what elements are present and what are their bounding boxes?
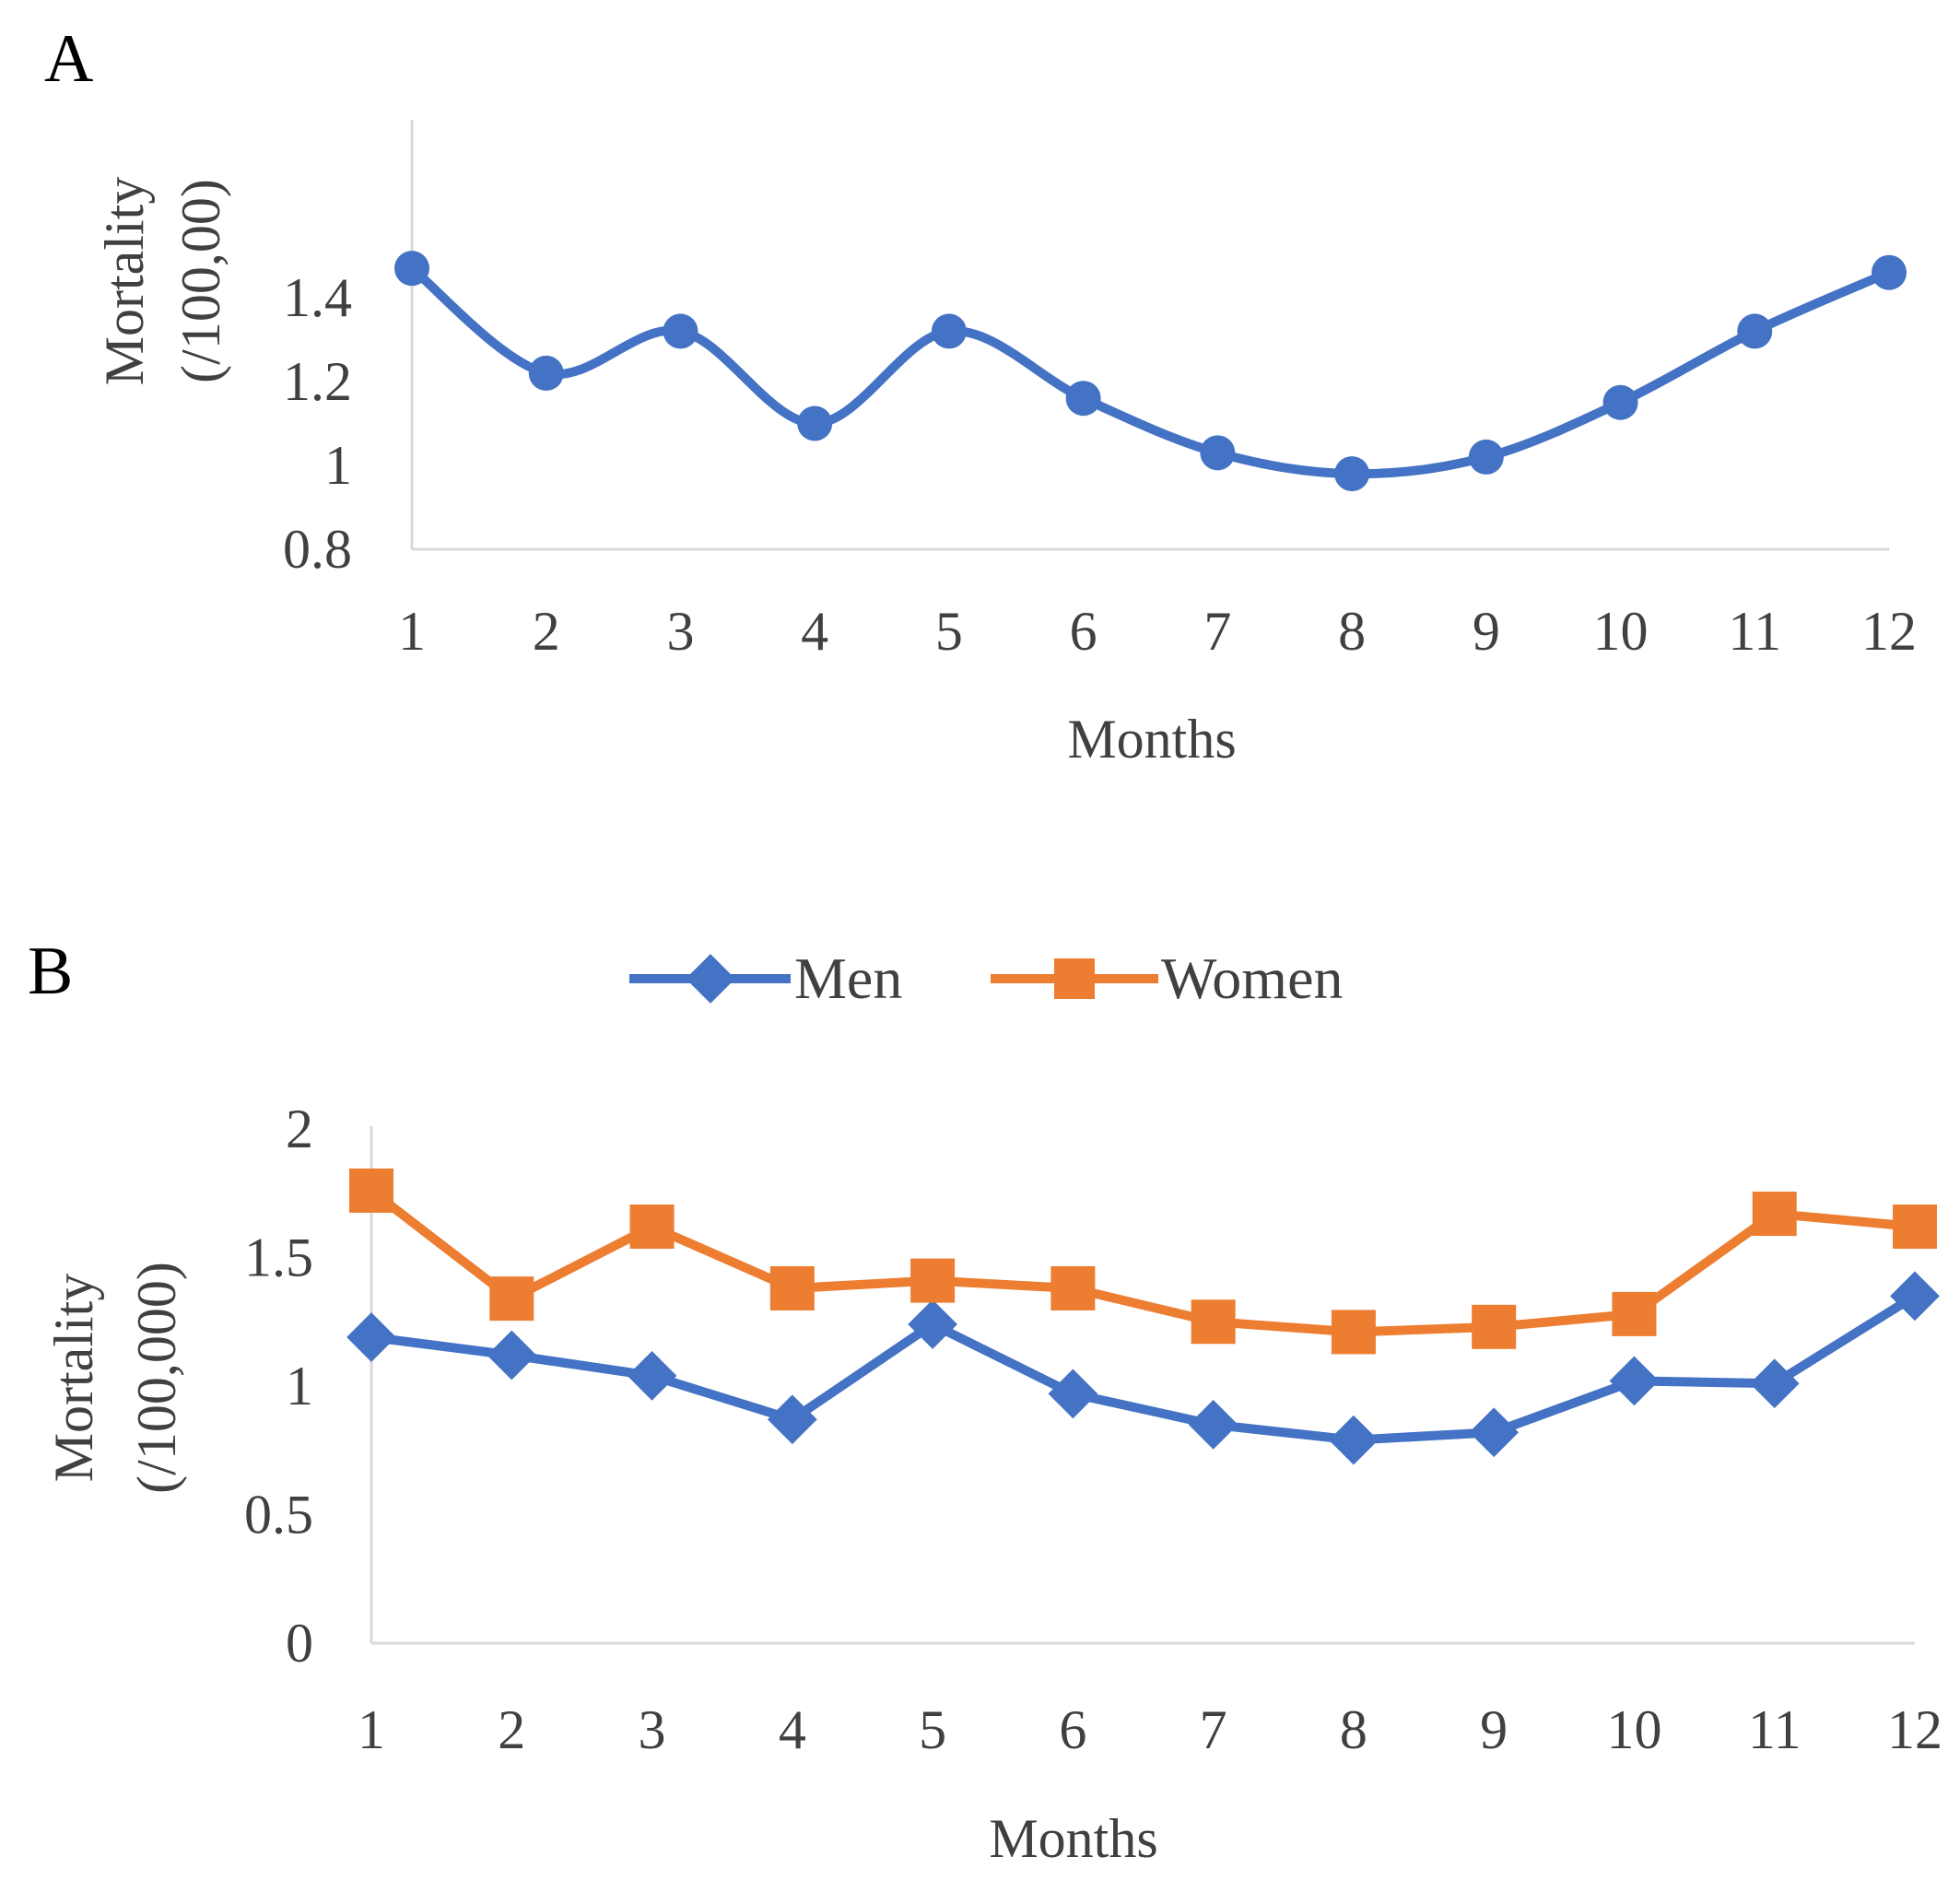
panel-a-y-axis-title-line1: Mortality <box>94 177 155 386</box>
panel-b-chart: B Men Women 00.511.52 1 2 3 4 5 6 7 8 9 10 11 12 Mo… <box>28 934 1942 1869</box>
data-point-marker <box>1329 1415 1379 1465</box>
data-point-marker <box>487 1330 537 1381</box>
panel-b-letter: B <box>28 934 73 1009</box>
x-tick-label: 1 <box>358 1699 385 1760</box>
x-tick-label: 8 <box>1338 601 1366 662</box>
panel-a-markers <box>394 251 1907 492</box>
data-point-marker <box>1893 1204 1937 1250</box>
y-tick-label: 1 <box>324 435 352 496</box>
data-point-marker <box>1468 439 1504 475</box>
legend-men-diamond-icon <box>686 954 735 1004</box>
legend-item-men: Men <box>629 946 902 1011</box>
panel-b-y-tick-labels: 0 0.5 1 1.5 2 <box>244 1099 313 1674</box>
data-point-marker <box>1050 1265 1096 1310</box>
panel-a-letter: A <box>44 21 93 97</box>
panel-b-y-axis-title-line1: Mortality <box>43 1274 104 1483</box>
x-tick-label: 3 <box>639 1699 666 1760</box>
y-tick-label: 2 <box>286 1099 313 1159</box>
x-tick-label: 12 <box>1887 1699 1942 1760</box>
data-point-marker <box>1188 1399 1238 1450</box>
data-point-marker <box>1048 1369 1098 1419</box>
men-markers <box>346 1271 1940 1465</box>
data-point-marker <box>394 251 429 287</box>
women-series-line <box>367 1185 1919 1337</box>
legend-men-label: Men <box>794 946 902 1011</box>
panel-a-series-line <box>407 264 1894 479</box>
x-tick-label: 4 <box>779 1699 806 1760</box>
data-point-marker <box>528 355 564 391</box>
x-tick-label: 9 <box>1473 601 1500 662</box>
y-tick-label: 1.4 <box>283 267 352 328</box>
x-tick-label: 2 <box>533 601 560 662</box>
data-point-marker <box>931 313 967 349</box>
y-tick-label: 0 <box>286 1613 313 1674</box>
legend-item-women: Women <box>991 946 1343 1011</box>
data-point-marker <box>1752 1192 1797 1237</box>
x-tick-label: 8 <box>1340 1699 1367 1760</box>
legend-women-label: Women <box>1161 946 1343 1011</box>
x-tick-label: 5 <box>919 1699 946 1760</box>
panel-b-x-axis-title: Months <box>989 1808 1157 1869</box>
panel-a-x-tick-labels: 1 2 3 4 5 6 7 8 9 10 11 12 <box>398 601 1917 662</box>
y-tick-label: 0.5 <box>244 1485 313 1545</box>
panel-a-y-axis-title-line2: (/100,00) <box>170 179 231 383</box>
data-point-marker <box>1890 1271 1940 1322</box>
data-point-marker <box>663 313 698 349</box>
women-markers <box>349 1168 1937 1355</box>
x-tick-label: 2 <box>498 1699 525 1760</box>
data-point-marker <box>908 1299 957 1349</box>
men-series-line <box>367 1291 1919 1445</box>
data-point-marker <box>910 1258 956 1303</box>
data-point-marker <box>767 1394 817 1445</box>
data-point-marker <box>1602 384 1638 420</box>
x-tick-label: 12 <box>1861 601 1917 662</box>
y-tick-label: 1 <box>286 1356 313 1416</box>
data-point-marker <box>1200 435 1236 471</box>
panel-a-y-tick-labels: 0.8 1 1.2 1.4 <box>283 267 352 580</box>
data-point-marker <box>1334 456 1370 492</box>
y-tick-label: 0.8 <box>283 519 352 580</box>
x-tick-label: 11 <box>1748 1699 1802 1760</box>
x-tick-label: 10 <box>1593 601 1649 662</box>
x-tick-label: 7 <box>1203 601 1231 662</box>
data-point-marker <box>349 1168 393 1213</box>
x-tick-label: 3 <box>666 601 694 662</box>
data-point-marker <box>1872 254 1907 290</box>
legend-women-square-icon <box>1054 958 1095 999</box>
data-point-marker <box>1737 313 1773 349</box>
x-tick-label: 11 <box>1728 601 1781 662</box>
x-tick-label: 6 <box>1070 601 1097 662</box>
data-point-marker <box>629 1204 675 1250</box>
x-tick-label: 9 <box>1480 1699 1508 1760</box>
data-point-marker <box>1472 1304 1517 1349</box>
panel-b-legend: Men Women <box>629 946 1343 1011</box>
x-tick-label: 4 <box>801 601 828 662</box>
x-tick-label: 5 <box>935 601 963 662</box>
y-tick-label: 1.5 <box>244 1228 313 1288</box>
data-point-marker <box>346 1312 396 1362</box>
panel-a-chart: A 0.811.21.4 1 2 3 4 5 6 7 8 9 10 11 12 Months Mort… <box>44 21 1917 770</box>
data-point-marker <box>797 405 833 441</box>
data-point-marker <box>1065 381 1101 417</box>
panel-b-y-axis-title-line2: (/100,000) <box>126 1262 187 1494</box>
data-point-marker <box>627 1350 677 1401</box>
panel-b-x-tick-labels: 1 2 3 4 5 6 7 8 9 10 11 12 <box>358 1699 1942 1760</box>
data-point-marker <box>1612 1291 1657 1336</box>
data-point-marker <box>489 1276 534 1322</box>
x-tick-label: 7 <box>1200 1699 1227 1760</box>
data-point-marker <box>1191 1299 1236 1345</box>
data-point-marker <box>1609 1356 1660 1406</box>
data-point-marker <box>1331 1310 1376 1355</box>
x-tick-label: 10 <box>1606 1699 1661 1760</box>
x-tick-label: 6 <box>1059 1699 1086 1760</box>
data-point-marker <box>769 1265 815 1310</box>
y-tick-label: 1.2 <box>283 351 352 412</box>
x-tick-label: 1 <box>398 601 426 662</box>
panel-a-x-axis-title: Months <box>1067 709 1236 770</box>
data-point-marker <box>1749 1358 1800 1409</box>
data-point-marker <box>1469 1407 1520 1458</box>
